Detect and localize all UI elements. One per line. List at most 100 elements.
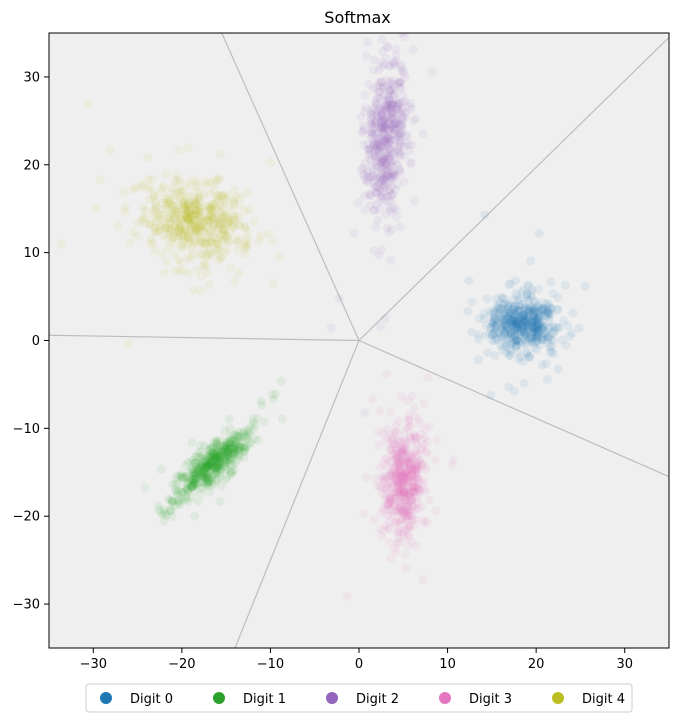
data-point (389, 487, 399, 497)
data-point (366, 191, 376, 201)
data-point (392, 452, 402, 462)
data-point (544, 309, 554, 319)
data-point (401, 494, 411, 504)
data-point (397, 505, 407, 515)
data-point (522, 290, 532, 300)
data-point (406, 157, 416, 167)
data-point (228, 453, 238, 463)
data-point (393, 104, 403, 114)
data-point (211, 460, 221, 470)
x-tick-label: −20 (168, 657, 195, 672)
data-point (372, 99, 382, 109)
data-point (363, 177, 373, 187)
data-point (226, 215, 236, 225)
data-point (388, 108, 398, 118)
data-point (514, 337, 524, 347)
data-point (182, 479, 192, 489)
data-point (206, 444, 216, 454)
data-point (233, 436, 243, 446)
data-point (208, 457, 218, 467)
data-point (206, 203, 216, 213)
data-point (393, 452, 403, 462)
data-point (512, 336, 522, 346)
data-point (372, 144, 382, 154)
data-point (495, 298, 505, 308)
data-point (372, 120, 382, 130)
data-point (207, 455, 217, 465)
data-point (540, 331, 550, 341)
data-point (393, 99, 403, 109)
data-point (188, 455, 198, 465)
data-point (384, 78, 394, 88)
data-point (166, 236, 176, 246)
data-point (231, 437, 241, 447)
data-point (390, 148, 400, 158)
data-point (528, 337, 538, 347)
data-point (400, 467, 410, 477)
data-point (393, 131, 403, 141)
decision-boundary-3 (234, 340, 360, 648)
data-point (187, 464, 197, 474)
data-point (153, 211, 163, 221)
data-point (383, 498, 393, 508)
data-point (243, 227, 253, 237)
data-point (393, 129, 403, 139)
data-point (391, 56, 401, 66)
data-point (503, 315, 513, 325)
x-axis: −30 −20 −10 0 10 20 30 (80, 648, 633, 672)
data-point (488, 319, 498, 329)
data-point (385, 186, 395, 196)
data-point (194, 464, 204, 474)
data-point (235, 440, 245, 450)
data-point (377, 175, 387, 185)
data-point (489, 327, 499, 337)
data-point (521, 320, 531, 330)
data-point (206, 460, 216, 470)
data-point (508, 319, 518, 329)
data-point (389, 57, 399, 67)
data-point (383, 113, 393, 123)
data-point (416, 429, 426, 439)
data-point (415, 457, 425, 467)
data-point (390, 427, 400, 437)
data-point (201, 456, 211, 466)
data-point (378, 46, 388, 56)
data-point (229, 450, 239, 460)
data-point (377, 164, 387, 174)
data-point (513, 306, 523, 316)
data-point (409, 482, 419, 492)
data-point (507, 295, 517, 305)
data-point (397, 120, 407, 130)
data-point (193, 465, 203, 475)
data-point (242, 233, 252, 243)
data-point (389, 125, 399, 135)
data-point (380, 192, 390, 202)
data-point (404, 514, 414, 524)
data-point (227, 437, 237, 447)
data-point (392, 455, 402, 465)
data-point (200, 252, 210, 262)
data-point (384, 469, 394, 479)
data-point (199, 201, 209, 211)
data-point (533, 332, 543, 342)
data-point (377, 117, 387, 127)
data-point (198, 244, 208, 254)
data-point (400, 487, 410, 497)
data-point (202, 462, 212, 472)
data-point (391, 118, 401, 128)
data-point (395, 506, 405, 516)
data-point (493, 305, 503, 315)
data-point (413, 484, 423, 494)
data-point (518, 331, 528, 341)
data-point (195, 453, 205, 463)
data-point (189, 480, 199, 490)
data-point (533, 323, 543, 333)
data-point (422, 437, 432, 447)
data-point (385, 152, 395, 162)
data-point (396, 121, 406, 131)
data-point (229, 185, 239, 195)
data-point (187, 211, 197, 221)
x-tick-label: −10 (257, 657, 284, 672)
data-point (174, 227, 184, 237)
data-point (203, 478, 213, 488)
